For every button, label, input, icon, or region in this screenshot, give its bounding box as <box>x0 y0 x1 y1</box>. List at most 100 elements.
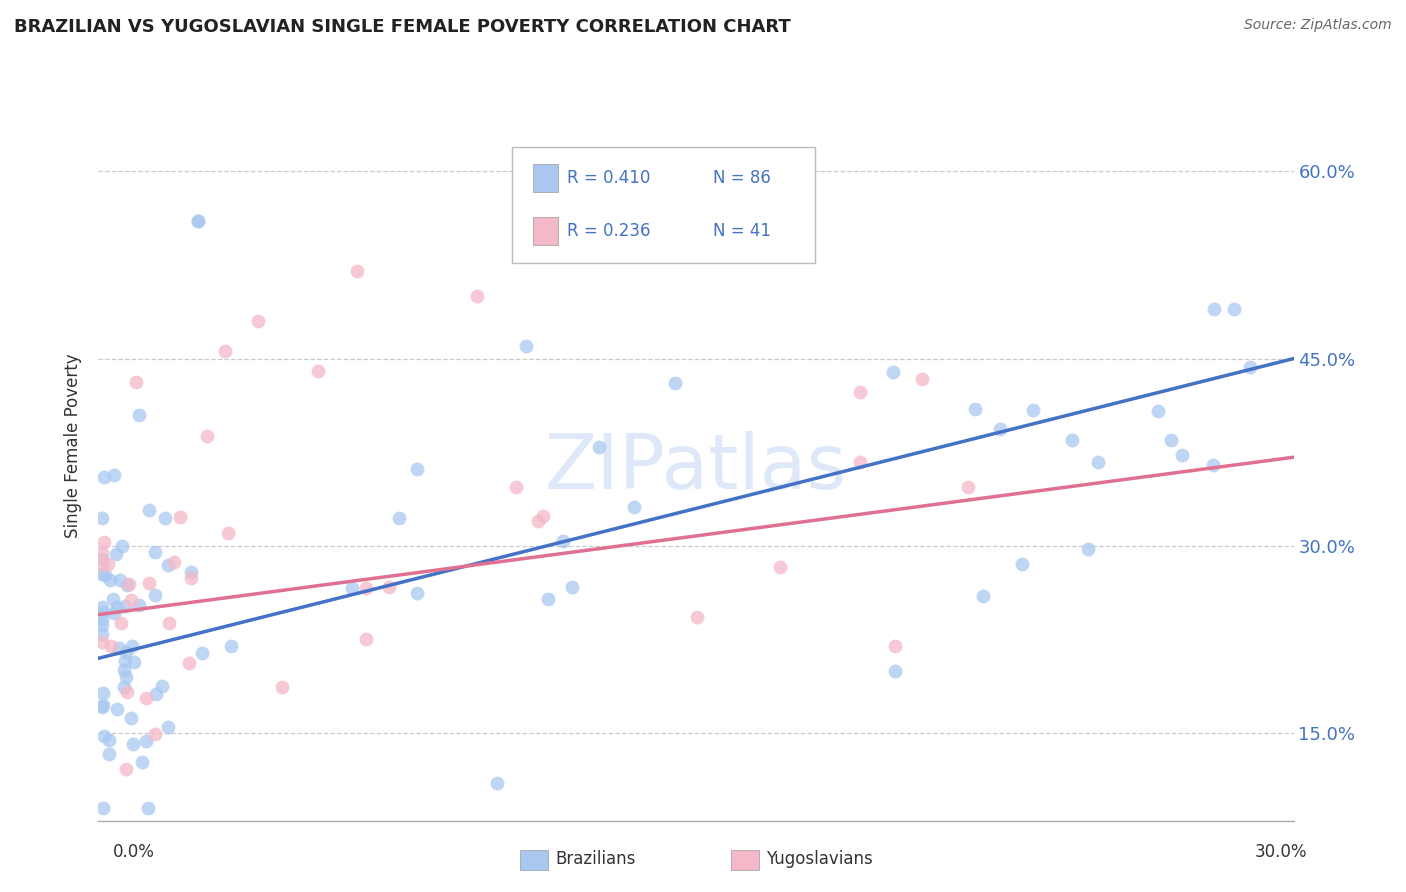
Point <box>515 339 537 353</box>
Text: BRAZILIAN VS YUGOSLAVIAN SINGLE FEMALE POVERTY CORRELATION CHART: BRAZILIAN VS YUGOSLAVIAN SINGLE FEMALE P… <box>14 18 790 36</box>
Point <box>561 580 583 594</box>
Point <box>91 686 114 700</box>
Text: R = 0.236: R = 0.236 <box>567 222 651 240</box>
Point <box>664 376 686 390</box>
Point <box>120 592 142 607</box>
Point <box>346 264 368 278</box>
Text: Source: ZipAtlas.com: Source: ZipAtlas.com <box>1244 18 1392 32</box>
Point <box>157 558 180 572</box>
Point <box>150 679 173 693</box>
Point <box>98 573 121 587</box>
Point <box>388 511 411 525</box>
Point <box>1171 448 1194 462</box>
Point <box>219 639 242 653</box>
Point <box>135 690 157 705</box>
Point <box>956 480 979 494</box>
Point <box>118 577 141 591</box>
Point <box>356 632 378 646</box>
Point <box>342 582 364 596</box>
Point <box>1022 402 1045 417</box>
Point <box>155 510 177 524</box>
Point <box>91 605 114 619</box>
Text: Brazilians: Brazilians <box>555 850 636 868</box>
Point <box>114 762 136 776</box>
Point <box>138 576 160 591</box>
Point <box>105 599 128 614</box>
Point <box>686 610 709 624</box>
Point <box>377 580 399 594</box>
Point <box>1087 455 1109 469</box>
Text: N = 41: N = 41 <box>713 222 770 240</box>
Point <box>527 514 550 528</box>
Text: Yugoslavians: Yugoslavians <box>766 850 873 868</box>
Text: 0.0%: 0.0% <box>112 843 155 861</box>
Point <box>143 545 166 559</box>
Point <box>180 571 202 585</box>
Point <box>108 573 131 587</box>
Point <box>98 747 121 761</box>
Point <box>114 655 136 669</box>
Point <box>91 558 114 572</box>
Point <box>849 385 872 400</box>
Point <box>124 655 146 669</box>
Y-axis label: Single Female Poverty: Single Female Poverty <box>65 354 83 538</box>
Point <box>112 663 135 677</box>
Point <box>138 503 160 517</box>
Point <box>91 700 114 714</box>
Point <box>143 727 166 741</box>
Text: N = 86: N = 86 <box>713 169 770 186</box>
Point <box>121 639 143 653</box>
Point <box>307 364 329 378</box>
Point <box>465 289 488 303</box>
Point <box>769 559 792 574</box>
Point <box>93 535 115 549</box>
Point <box>114 645 136 659</box>
Point <box>115 670 138 684</box>
Text: 30.0%: 30.0% <box>1256 843 1308 861</box>
Point <box>91 612 114 626</box>
Point <box>145 687 167 701</box>
Point <box>485 776 508 790</box>
Point <box>91 600 114 615</box>
Point <box>884 664 907 678</box>
Point <box>91 552 114 566</box>
Point <box>195 429 218 443</box>
Point <box>623 500 645 514</box>
Point <box>1202 458 1225 472</box>
Point <box>169 509 191 524</box>
Point <box>1223 301 1246 316</box>
Point <box>187 214 209 228</box>
Point <box>103 468 125 483</box>
Point <box>143 588 166 602</box>
Point <box>111 539 134 553</box>
Point <box>117 685 139 699</box>
Point <box>1077 542 1099 557</box>
Point <box>1011 558 1033 572</box>
Point <box>588 440 610 454</box>
Point <box>117 578 139 592</box>
Point <box>271 681 294 695</box>
Point <box>112 680 135 694</box>
Point <box>988 422 1011 436</box>
Point <box>103 607 125 621</box>
Point <box>884 639 907 653</box>
Point <box>94 568 117 582</box>
Point <box>963 401 986 416</box>
Point <box>246 314 269 328</box>
Point <box>848 455 870 469</box>
Point <box>120 711 142 725</box>
Point <box>114 599 136 614</box>
Point <box>91 801 114 815</box>
Point <box>91 567 114 582</box>
Point <box>911 372 934 386</box>
Text: R = 0.410: R = 0.410 <box>567 169 650 186</box>
Point <box>135 733 157 747</box>
Point <box>98 733 121 747</box>
Point <box>157 615 180 630</box>
Point <box>1160 433 1182 447</box>
Point <box>104 547 127 561</box>
Point <box>1239 359 1261 374</box>
Point <box>405 462 427 476</box>
Point <box>1060 433 1083 447</box>
Point <box>100 639 122 653</box>
